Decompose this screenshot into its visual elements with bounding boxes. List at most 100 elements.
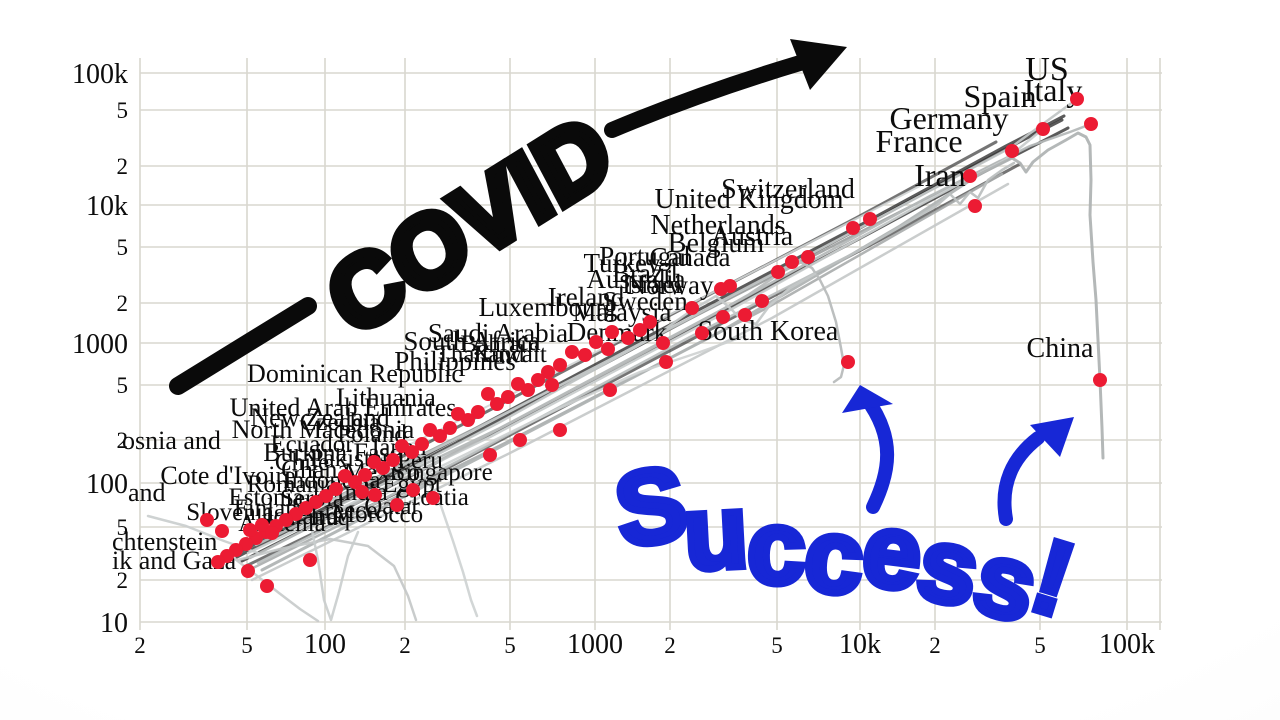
- data-point: [415, 437, 429, 451]
- data-point: [968, 199, 982, 213]
- country-label-cluster: Bahrain: [460, 331, 540, 358]
- country-label: Turkey: [583, 248, 661, 278]
- country-label: United Kingdom: [655, 184, 844, 215]
- country-label-cluster: Thailand: [436, 341, 525, 368]
- data-point: [801, 250, 815, 264]
- data-point: [841, 355, 855, 369]
- country-label: Luxembourg: [479, 292, 618, 322]
- success-arrow-up-shaft-icon: [859, 391, 895, 514]
- data-point: [643, 315, 657, 329]
- country-label: Belgium: [668, 228, 765, 259]
- x-axis-tick-label: 5: [504, 633, 516, 658]
- country-label: US: [1025, 51, 1068, 88]
- data-point: [605, 325, 619, 339]
- x-axis-tick-label: 100: [304, 629, 346, 660]
- data-point: [545, 378, 559, 392]
- data-point: [771, 265, 785, 279]
- data-point: [451, 407, 465, 421]
- data-point: [659, 355, 673, 369]
- data-point: [755, 294, 769, 308]
- data-point: [621, 331, 635, 345]
- trajectory-line: [238, 114, 1066, 554]
- country-label-cluster: Ecuador: [270, 431, 354, 458]
- success-arrow-right-shaft-icon: [997, 431, 1045, 526]
- country-label: Netherlands: [650, 210, 785, 241]
- x-axis-tick-label: 5: [1034, 633, 1046, 658]
- success-arrow-up-head-icon: [842, 385, 893, 413]
- data-point: [406, 483, 420, 497]
- country-label: Norway: [627, 270, 714, 300]
- data-point: [241, 564, 255, 578]
- data-point: [367, 455, 381, 469]
- data-point: [738, 308, 752, 322]
- data-point: [329, 482, 343, 496]
- data-point: [565, 345, 579, 359]
- x-axis-tick-label: 5: [241, 633, 253, 658]
- y-axis-tick-label: 2: [117, 291, 129, 316]
- country-label: Germany: [889, 100, 1008, 136]
- y-axis-tick-label: 100k: [72, 59, 128, 90]
- country-label: Cote d'Ivoire: [160, 461, 295, 490]
- x-axis-tick-label: 2: [929, 633, 941, 658]
- trajectory-line: [256, 161, 1016, 565]
- data-point: [633, 323, 647, 337]
- country-label: Spain: [964, 78, 1037, 114]
- country-label: Australia: [587, 264, 686, 294]
- trajectory-line: [236, 537, 418, 622]
- country-label: Ireland: [548, 282, 625, 312]
- data-point: [541, 365, 555, 379]
- trajectory-line: [250, 182, 1010, 582]
- data-point: [426, 491, 440, 505]
- data-point: [481, 387, 495, 401]
- data-point: [656, 336, 670, 350]
- data-point: [695, 326, 709, 340]
- data-point: [483, 448, 497, 462]
- data-point: [303, 553, 317, 567]
- data-point: [601, 342, 615, 356]
- data-point: [386, 453, 400, 467]
- data-point: [260, 579, 274, 593]
- country-label-cluster: Estonia: [229, 484, 304, 511]
- country-label-cluster: Morocco: [333, 501, 423, 528]
- success-label: Success!: [604, 441, 1090, 649]
- country-label: United Arab Emirates: [230, 393, 457, 422]
- country-label: China: [1027, 333, 1094, 364]
- data-point: [368, 488, 382, 502]
- country-label: chtenstein: [112, 527, 217, 556]
- trajectory-line: [260, 131, 1105, 572]
- x-axis-tick-label: 10k: [839, 629, 881, 660]
- x-axis-tick-label: 2: [134, 633, 146, 658]
- y-axis-tick-label: 10k: [86, 191, 128, 222]
- y-axis-tick-label: 10: [100, 608, 128, 639]
- trajectory-line: [308, 519, 360, 622]
- data-point: [1084, 117, 1098, 131]
- country-label-cluster: Kuwait: [473, 341, 547, 368]
- data-point: [471, 405, 485, 419]
- success-letter: c: [743, 486, 810, 610]
- data-point: [553, 423, 567, 437]
- country-label-cluster: Singapore: [391, 459, 492, 486]
- country-label: Sweden: [602, 286, 688, 316]
- data-point: [255, 518, 269, 532]
- data-point: [200, 513, 214, 527]
- country-label: Portugal: [599, 241, 691, 271]
- country-label-cluster: Czechia: [300, 409, 381, 436]
- y-axis-tick-label: 2: [117, 154, 129, 179]
- data-point: [589, 335, 603, 349]
- y-axis-tick-label: 2: [117, 428, 129, 453]
- country-label: Austria: [711, 221, 794, 252]
- country-label: Israel: [622, 269, 682, 299]
- y-axis-tick-label: 2: [117, 568, 129, 593]
- data-point: [423, 423, 437, 437]
- data-point: [603, 383, 617, 397]
- data-point: [243, 523, 257, 537]
- data-point: [714, 282, 728, 296]
- data-point: [215, 524, 229, 538]
- data-point: [963, 169, 977, 183]
- data-point: [390, 498, 404, 512]
- data-point: [1005, 144, 1019, 158]
- data-point: [490, 397, 504, 411]
- y-axis-tick-label: 5: [117, 235, 129, 260]
